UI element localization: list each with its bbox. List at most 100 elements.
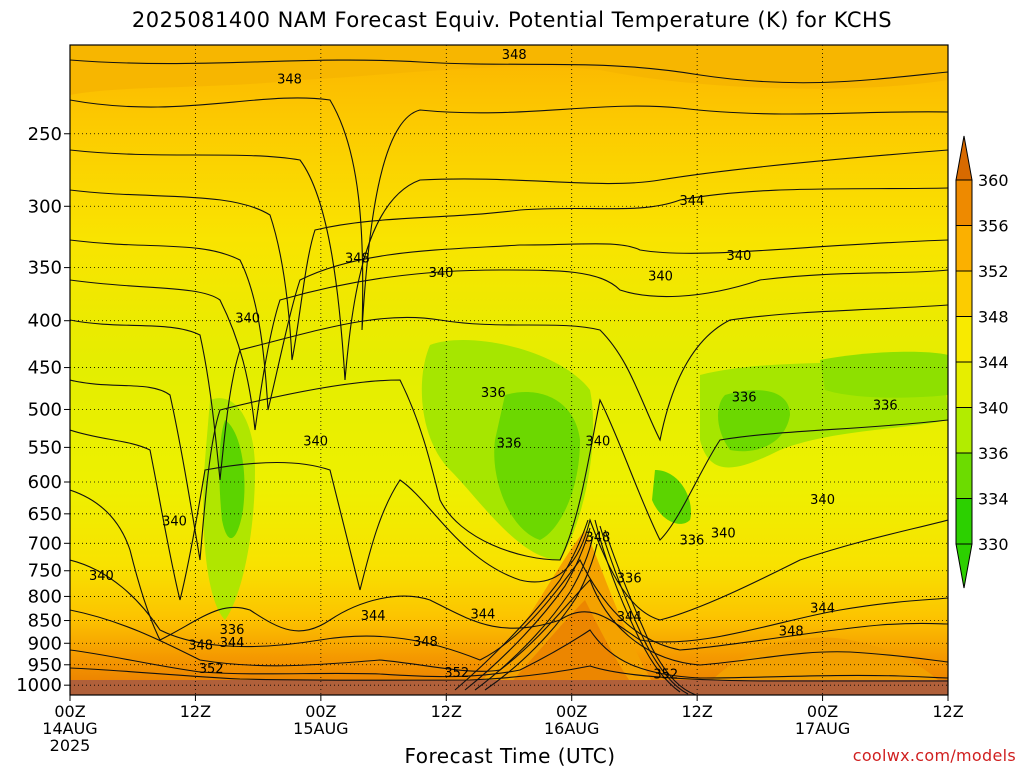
colorbar-bottom-arrow bbox=[955, 543, 973, 589]
y-tick-label: 750 bbox=[28, 561, 62, 582]
colorbar-swatch bbox=[955, 270, 973, 317]
y-axis: 2503003504004505005506006507007508008509… bbox=[16, 124, 70, 696]
colorbar-swatch bbox=[955, 316, 973, 363]
contour-label: 348 bbox=[277, 72, 302, 87]
green-core-17aug bbox=[718, 390, 790, 452]
contour-label: 340 bbox=[303, 435, 328, 450]
contour-label: 340 bbox=[727, 249, 752, 264]
contour-label: 336 bbox=[220, 623, 245, 638]
x-axis-title: Forecast Time (UTC) bbox=[404, 744, 616, 768]
contour-label: 340 bbox=[429, 266, 454, 281]
colorbar-tick-label: 352 bbox=[978, 262, 1009, 281]
ground-band bbox=[70, 680, 948, 695]
contour-label: 348 bbox=[345, 251, 370, 266]
warm-core-16aug bbox=[500, 600, 640, 695]
contour-label: 348 bbox=[779, 625, 804, 640]
x-tick-label: 00Z bbox=[556, 702, 587, 721]
contour-line bbox=[70, 304, 948, 481]
contour-line bbox=[594, 519, 681, 693]
colorbar-legend: 360 356 352 348 344 340 336 334 330 bbox=[955, 135, 1009, 589]
x-tick-label: 12Z bbox=[431, 702, 462, 721]
plot-area bbox=[70, 45, 948, 695]
colorbar-tick-label: 330 bbox=[978, 535, 1009, 554]
x-tick-label: 16AUG bbox=[544, 719, 599, 738]
contour-line bbox=[70, 579, 948, 672]
contour-label: 344 bbox=[361, 609, 386, 624]
x-tick-label: 15AUG bbox=[293, 719, 348, 738]
contour-line bbox=[464, 527, 591, 691]
colorbar-top-arrow bbox=[955, 135, 973, 181]
colorbar-swatch bbox=[955, 452, 973, 499]
y-tick-label: 1000 bbox=[16, 675, 62, 696]
contour-line bbox=[70, 97, 948, 331]
contour-label: 352 bbox=[653, 667, 678, 682]
y-tick-label: 350 bbox=[28, 258, 62, 279]
contour-label: 340 bbox=[235, 312, 260, 327]
contour-label: 348 bbox=[188, 638, 213, 653]
y-tick-label: 600 bbox=[28, 472, 62, 493]
contour-line bbox=[484, 543, 598, 691]
y-tick-label: 300 bbox=[28, 196, 62, 217]
contour-label: 352 bbox=[444, 666, 469, 681]
x-tick-label: 17AUG bbox=[795, 719, 850, 738]
contour-line bbox=[604, 529, 697, 695]
contour-label: 348 bbox=[585, 531, 610, 546]
contour-label: 352 bbox=[199, 662, 224, 677]
colorbar-tick-label: 356 bbox=[978, 217, 1009, 236]
colorbar-tick-label: 336 bbox=[978, 444, 1009, 463]
contour-label: 336 bbox=[481, 386, 506, 401]
contour-label: 336 bbox=[497, 437, 522, 452]
colorbar-tick-label: 334 bbox=[978, 490, 1009, 509]
x-tick-label: 14AUG bbox=[42, 719, 97, 738]
y-tick-label: 850 bbox=[28, 611, 62, 632]
green-core-15aug bbox=[219, 420, 245, 539]
x-tick-label: 00Z bbox=[54, 702, 85, 721]
colorbar-swatch bbox=[955, 225, 973, 272]
green-region-east bbox=[820, 351, 948, 398]
contour-line bbox=[70, 629, 948, 679]
x-tick-label: 00Z bbox=[305, 702, 336, 721]
contour-line bbox=[70, 59, 948, 84]
contour-label: 336 bbox=[680, 533, 705, 548]
contour-label: 340 bbox=[89, 569, 114, 584]
colorbar-swatch bbox=[955, 179, 973, 226]
contour-line bbox=[70, 149, 948, 381]
contour-label: 344 bbox=[470, 607, 495, 622]
colorbar-tick-label: 360 bbox=[978, 171, 1009, 190]
grid bbox=[70, 45, 948, 695]
x-tick-label: 2025 bbox=[50, 736, 91, 755]
credit-link[interactable]: coolwx.com/models bbox=[852, 746, 1016, 765]
contour-label: 340 bbox=[648, 270, 673, 285]
contour-label: 336 bbox=[732, 390, 757, 405]
y-tick-label: 500 bbox=[28, 399, 62, 420]
contour-line bbox=[474, 535, 594, 691]
y-tick-label: 250 bbox=[28, 124, 62, 145]
y-tick-label: 400 bbox=[28, 311, 62, 332]
y-tick-label: 550 bbox=[28, 437, 62, 458]
y-tick-label: 700 bbox=[28, 533, 62, 554]
x-tick-label: 12Z bbox=[681, 702, 712, 721]
contour-label: 348 bbox=[413, 635, 438, 650]
contour-label: 344 bbox=[220, 636, 245, 651]
colorbar-tick-label: 348 bbox=[978, 308, 1009, 327]
contour-label: 340 bbox=[810, 493, 835, 508]
contour-line bbox=[70, 429, 948, 621]
colorbar-tick-label: 340 bbox=[978, 399, 1009, 418]
contour-label: 340 bbox=[711, 527, 736, 542]
contour-label: 348 bbox=[502, 48, 527, 63]
plot-frame bbox=[69, 44, 949, 696]
y-tick-label: 950 bbox=[28, 655, 62, 676]
y-tick-label: 650 bbox=[28, 504, 62, 525]
contour-label: 344 bbox=[810, 602, 835, 617]
y-tick-label: 900 bbox=[28, 633, 62, 654]
colorbar-swatch bbox=[955, 361, 973, 408]
contour-line bbox=[70, 239, 948, 411]
contour-label: 336 bbox=[617, 572, 642, 587]
colorbar-swatch bbox=[955, 498, 973, 545]
contour-label: 340 bbox=[585, 435, 610, 450]
x-tick-label: 00Z bbox=[807, 702, 838, 721]
contour-line bbox=[70, 665, 948, 682]
contour-label: 340 bbox=[162, 515, 187, 530]
contour-line bbox=[70, 558, 948, 661]
